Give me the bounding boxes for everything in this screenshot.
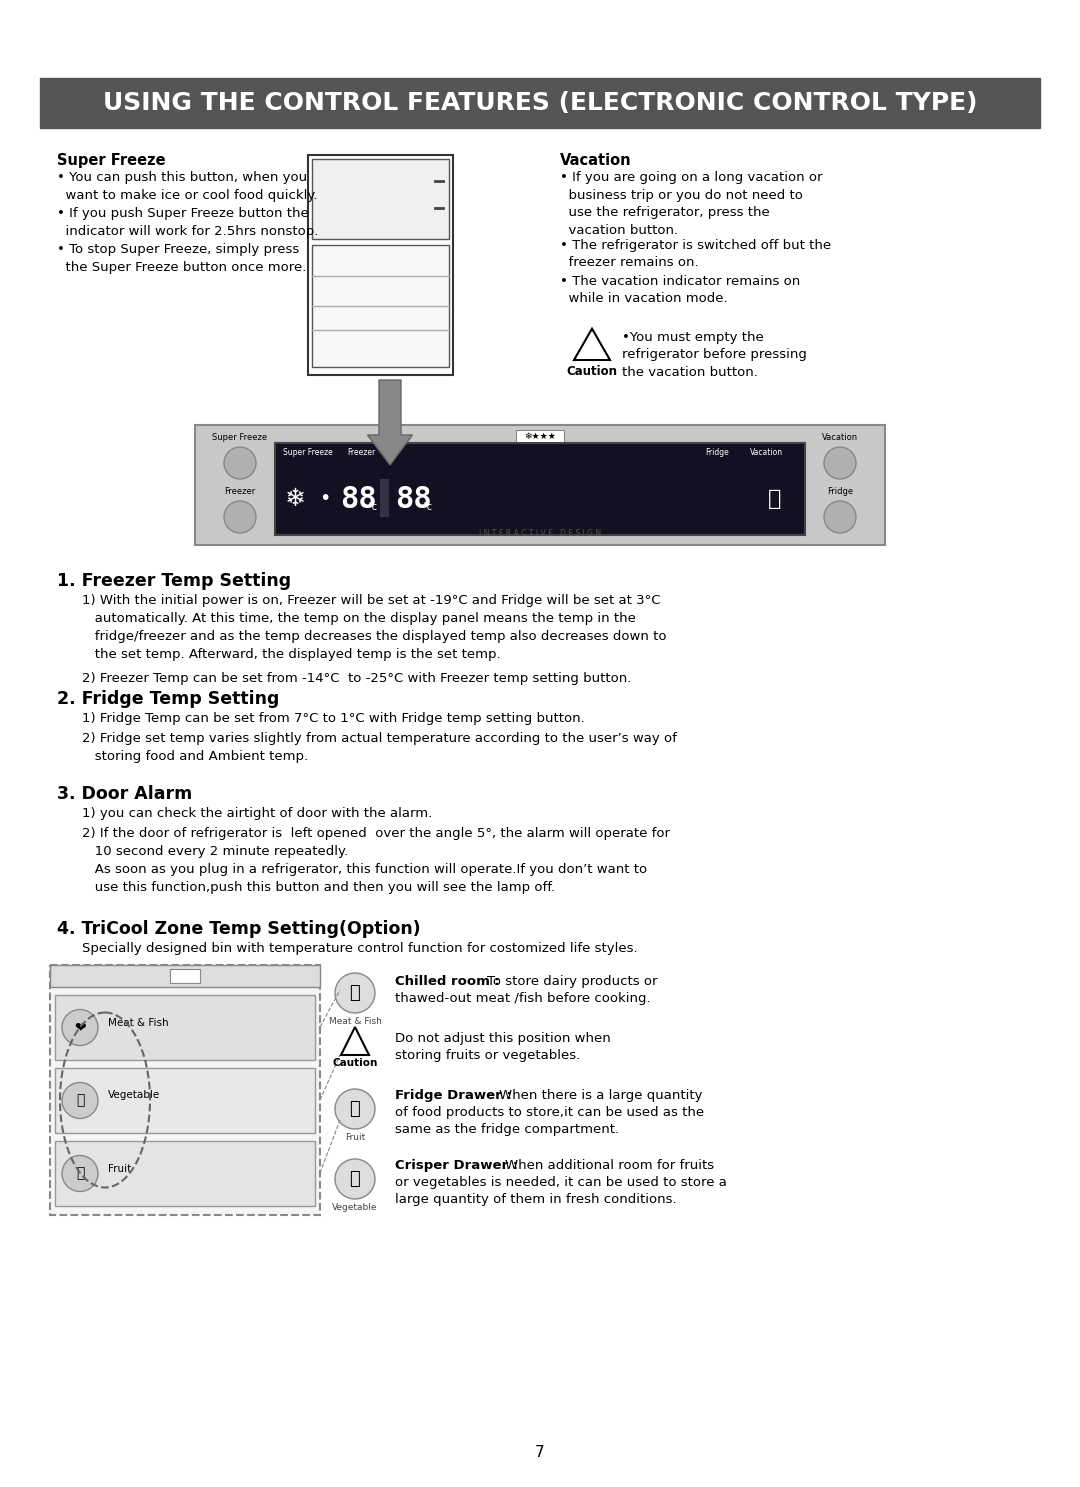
Text: Super Freeze: Super Freeze <box>57 153 165 168</box>
Text: 1) With the initial power is on, Freezer will be set at -19°C and Fridge will be: 1) With the initial power is on, Freezer… <box>82 593 666 662</box>
Text: ⛷: ⛷ <box>768 489 782 509</box>
Text: Do not adjust this position when
storing fruits or vegetables.: Do not adjust this position when storing… <box>395 1032 611 1063</box>
Text: 2) Freezer Temp can be set from -14°C  to -25°C with Freezer temp setting button: 2) Freezer Temp can be set from -14°C to… <box>82 672 632 686</box>
Text: Meat & Fish: Meat & Fish <box>108 1017 168 1028</box>
Text: Fruit: Fruit <box>108 1163 132 1173</box>
Text: 🐟: 🐟 <box>350 984 361 1002</box>
Text: ❄★★★: ❄★★★ <box>524 433 556 442</box>
Bar <box>380 479 389 517</box>
Text: • The vacation indicator remains on
  while in vacation mode.: • The vacation indicator remains on whil… <box>561 275 800 305</box>
Bar <box>55 995 315 1060</box>
Text: • You can push this button, when you
  want to make ice or cool food quickly.: • You can push this button, when you wan… <box>57 171 318 202</box>
Circle shape <box>224 448 256 479</box>
Text: °c: °c <box>422 503 432 512</box>
Text: large quantity of them in fresh conditions.: large quantity of them in fresh conditio… <box>395 1193 677 1206</box>
Bar <box>275 443 805 535</box>
Text: Fruit: Fruit <box>345 1133 365 1142</box>
Text: Vacation: Vacation <box>822 433 859 442</box>
Text: 1. Freezer Temp Setting: 1. Freezer Temp Setting <box>57 572 292 590</box>
Circle shape <box>224 501 256 532</box>
Bar <box>311 159 448 239</box>
Text: 88: 88 <box>340 485 377 513</box>
Text: !: ! <box>589 345 595 360</box>
Text: or vegetables is needed, it can be used to store a: or vegetables is needed, it can be used … <box>395 1176 727 1190</box>
Bar <box>50 965 320 1215</box>
Text: Vegetable: Vegetable <box>333 1203 378 1212</box>
Bar <box>55 1068 315 1133</box>
Text: Vacation: Vacation <box>561 153 632 168</box>
Text: • To stop Super Freeze, simply press
  the Super Freeze button once more.: • To stop Super Freeze, simply press the… <box>57 242 307 274</box>
Text: °c: °c <box>367 503 377 512</box>
Text: 3. Door Alarm: 3. Door Alarm <box>57 785 192 803</box>
Text: Vegetable: Vegetable <box>108 1090 160 1100</box>
Text: 🥦: 🥦 <box>76 1093 84 1108</box>
Bar <box>50 965 320 987</box>
Text: 88: 88 <box>395 485 432 513</box>
Text: 1) Fridge Temp can be set from 7°C to 1°C with Fridge temp setting button.: 1) Fridge Temp can be set from 7°C to 1°… <box>82 712 584 726</box>
Text: 🍎: 🍎 <box>76 1166 84 1181</box>
Circle shape <box>62 1155 98 1191</box>
Polygon shape <box>341 1028 369 1054</box>
Text: To store dairy products or: To store dairy products or <box>487 975 658 987</box>
Circle shape <box>335 1088 375 1129</box>
Text: Super Freeze: Super Freeze <box>283 448 333 457</box>
Text: Chilled room :: Chilled room : <box>395 975 500 987</box>
Text: Freezer: Freezer <box>225 488 256 497</box>
Text: ❄: ❄ <box>284 488 306 512</box>
Text: Specially designed bin with temperature control function for costomized life sty: Specially designed bin with temperature … <box>82 941 637 955</box>
Text: Fridge: Fridge <box>827 488 853 497</box>
Text: Crisper Drawer :: Crisper Drawer : <box>395 1158 518 1172</box>
Text: Caution: Caution <box>567 364 618 378</box>
Circle shape <box>62 1083 98 1118</box>
Bar <box>308 155 453 375</box>
Bar <box>170 970 200 983</box>
Text: Fridge: Fridge <box>705 448 729 457</box>
Text: • If you are going on a long vacation or
  business trip or you do not need to
 : • If you are going on a long vacation or… <box>561 171 823 236</box>
Text: Super Freeze: Super Freeze <box>213 433 268 442</box>
Text: same as the fridge compartment.: same as the fridge compartment. <box>395 1123 619 1136</box>
Text: USING THE CONTROL FEATURES (ELECTRONIC CONTROL TYPE): USING THE CONTROL FEATURES (ELECTRONIC C… <box>103 91 977 114</box>
Text: • If you push Super Freeze button the
  indicator will work for 2.5hrs nonstop.: • If you push Super Freeze button the in… <box>57 207 319 238</box>
Text: •: • <box>320 489 330 509</box>
Text: 7: 7 <box>536 1445 544 1460</box>
Text: •You must empty the
refrigerator before pressing
the vacation button.: •You must empty the refrigerator before … <box>622 330 807 379</box>
Text: 2. Fridge Temp Setting: 2. Fridge Temp Setting <box>57 690 280 708</box>
Text: !: ! <box>352 1038 357 1050</box>
Text: • The refrigerator is switched off but the
  freezer remains on.: • The refrigerator is switched off but t… <box>561 239 832 269</box>
Bar <box>311 245 448 367</box>
Text: 1) you can check the airtight of door with the alarm.: 1) you can check the airtight of door wi… <box>82 807 432 819</box>
Polygon shape <box>573 329 610 360</box>
Text: Caution: Caution <box>333 1057 378 1068</box>
Text: 🍓: 🍓 <box>350 1100 361 1118</box>
Bar <box>516 430 564 445</box>
Circle shape <box>62 1010 98 1045</box>
Text: 2) If the door of refrigerator is  left opened  over the angle 5°, the alarm wil: 2) If the door of refrigerator is left o… <box>82 827 670 894</box>
Text: 2) Fridge set temp varies slightly from actual temperature according to the user: 2) Fridge set temp varies slightly from … <box>82 732 677 763</box>
Circle shape <box>824 448 856 479</box>
Text: Freezer: Freezer <box>347 448 375 457</box>
Circle shape <box>824 501 856 532</box>
Text: 🥦: 🥦 <box>350 1170 361 1188</box>
Bar <box>195 425 885 546</box>
Text: Fridge Drawer :: Fridge Drawer : <box>395 1088 512 1102</box>
Bar <box>40 77 1040 128</box>
Polygon shape <box>367 381 413 465</box>
Text: ❤: ❤ <box>75 1020 85 1035</box>
Text: Meat & Fish: Meat & Fish <box>328 1017 381 1026</box>
Circle shape <box>335 972 375 1013</box>
Text: 4. TriCool Zone Temp Setting(Option): 4. TriCool Zone Temp Setting(Option) <box>57 920 420 938</box>
Text: When additional room for fruits: When additional room for fruits <box>505 1158 714 1172</box>
Text: When there is a large quantity: When there is a large quantity <box>499 1088 702 1102</box>
Bar <box>55 1141 315 1206</box>
Text: I N T E R A C T I V E   D E S I G N: I N T E R A C T I V E D E S I G N <box>478 529 602 538</box>
Text: thawed-out meat /fish before cooking.: thawed-out meat /fish before cooking. <box>395 992 650 1005</box>
Text: Vacation: Vacation <box>750 448 783 457</box>
Circle shape <box>335 1158 375 1199</box>
Text: of food products to store,it can be used as the: of food products to store,it can be used… <box>395 1106 704 1120</box>
